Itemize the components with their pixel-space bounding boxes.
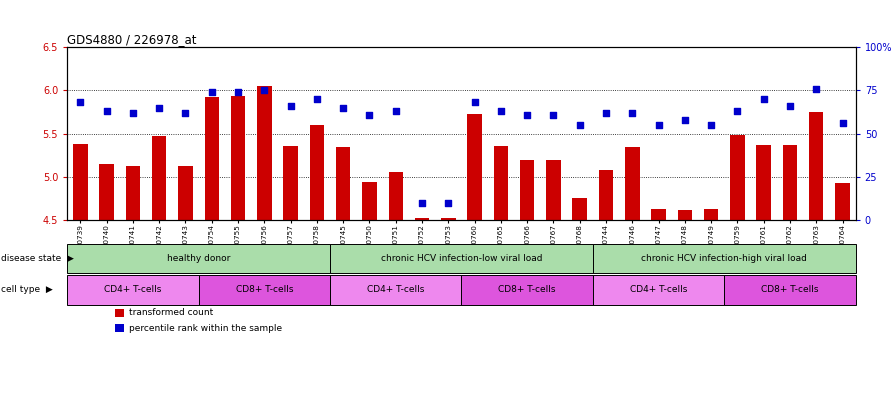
Bar xyxy=(115,309,124,317)
Bar xyxy=(783,145,797,220)
Point xyxy=(204,89,219,95)
Point xyxy=(809,86,823,92)
Text: GDS4880 / 226978_at: GDS4880 / 226978_at xyxy=(67,33,197,46)
Point xyxy=(494,108,508,114)
Text: CD8+ T-cells: CD8+ T-cells xyxy=(236,285,293,294)
Text: cell type  ▶: cell type ▶ xyxy=(1,285,53,294)
Text: CD8+ T-cells: CD8+ T-cells xyxy=(498,285,556,294)
Bar xyxy=(257,86,271,220)
Bar xyxy=(593,244,856,273)
Point xyxy=(468,99,482,106)
Point xyxy=(310,96,324,102)
Text: disease state  ▶: disease state ▶ xyxy=(1,254,73,263)
Bar xyxy=(835,183,849,220)
Bar xyxy=(704,209,719,220)
Bar xyxy=(573,198,587,220)
Point xyxy=(283,103,297,109)
Bar xyxy=(520,160,534,220)
Bar xyxy=(152,136,167,220)
Bar xyxy=(441,219,455,220)
Bar xyxy=(204,97,219,220)
Bar xyxy=(468,114,482,220)
Text: percentile rank within the sample: percentile rank within the sample xyxy=(129,323,282,332)
Bar xyxy=(547,160,561,220)
Point xyxy=(73,99,88,106)
Point xyxy=(756,96,771,102)
Text: chronic HCV infection-high viral load: chronic HCV infection-high viral load xyxy=(642,254,807,263)
Bar xyxy=(809,112,823,220)
Text: CD8+ T-cells: CD8+ T-cells xyxy=(762,285,819,294)
Bar xyxy=(115,324,124,332)
Point xyxy=(730,108,745,114)
Bar xyxy=(677,210,692,220)
Point xyxy=(99,108,114,114)
Point xyxy=(651,122,666,128)
Point xyxy=(625,110,640,116)
Bar xyxy=(599,170,613,220)
Point xyxy=(520,112,534,118)
Bar xyxy=(310,125,324,220)
Point xyxy=(677,117,692,123)
Bar xyxy=(330,244,593,273)
Text: healthy donor: healthy donor xyxy=(167,254,230,263)
Bar xyxy=(330,275,461,305)
Point xyxy=(362,112,376,118)
Bar xyxy=(756,145,771,220)
Point xyxy=(257,87,271,94)
Bar xyxy=(73,144,88,220)
Text: CD4+ T-cells: CD4+ T-cells xyxy=(104,285,161,294)
Bar xyxy=(389,172,403,220)
Bar xyxy=(730,135,745,220)
Point xyxy=(231,89,246,95)
Point xyxy=(573,122,587,128)
Point xyxy=(152,105,167,111)
Point xyxy=(125,110,140,116)
Bar xyxy=(231,95,246,220)
Bar xyxy=(415,219,429,220)
Point xyxy=(547,112,561,118)
Bar xyxy=(724,275,856,305)
Point xyxy=(178,110,193,116)
Bar xyxy=(125,167,140,220)
Text: CD4+ T-cells: CD4+ T-cells xyxy=(367,285,425,294)
Bar xyxy=(362,182,376,220)
Bar xyxy=(625,147,640,220)
Point xyxy=(783,103,797,109)
Text: chronic HCV infection-low viral load: chronic HCV infection-low viral load xyxy=(381,254,542,263)
Point xyxy=(441,200,455,206)
Bar xyxy=(336,147,350,220)
Point xyxy=(704,122,719,128)
Bar xyxy=(494,146,508,220)
Bar xyxy=(67,244,330,273)
Point xyxy=(415,200,429,206)
Point xyxy=(599,110,613,116)
Bar xyxy=(283,146,297,220)
Bar xyxy=(593,275,724,305)
Bar xyxy=(99,164,114,220)
Bar xyxy=(199,275,330,305)
Point xyxy=(835,120,849,127)
Text: transformed count: transformed count xyxy=(129,309,213,318)
Point xyxy=(389,108,403,114)
Bar xyxy=(461,275,593,305)
Bar xyxy=(67,275,199,305)
Bar xyxy=(178,165,193,220)
Point xyxy=(336,105,350,111)
Text: CD4+ T-cells: CD4+ T-cells xyxy=(630,285,687,294)
Bar xyxy=(651,209,666,220)
